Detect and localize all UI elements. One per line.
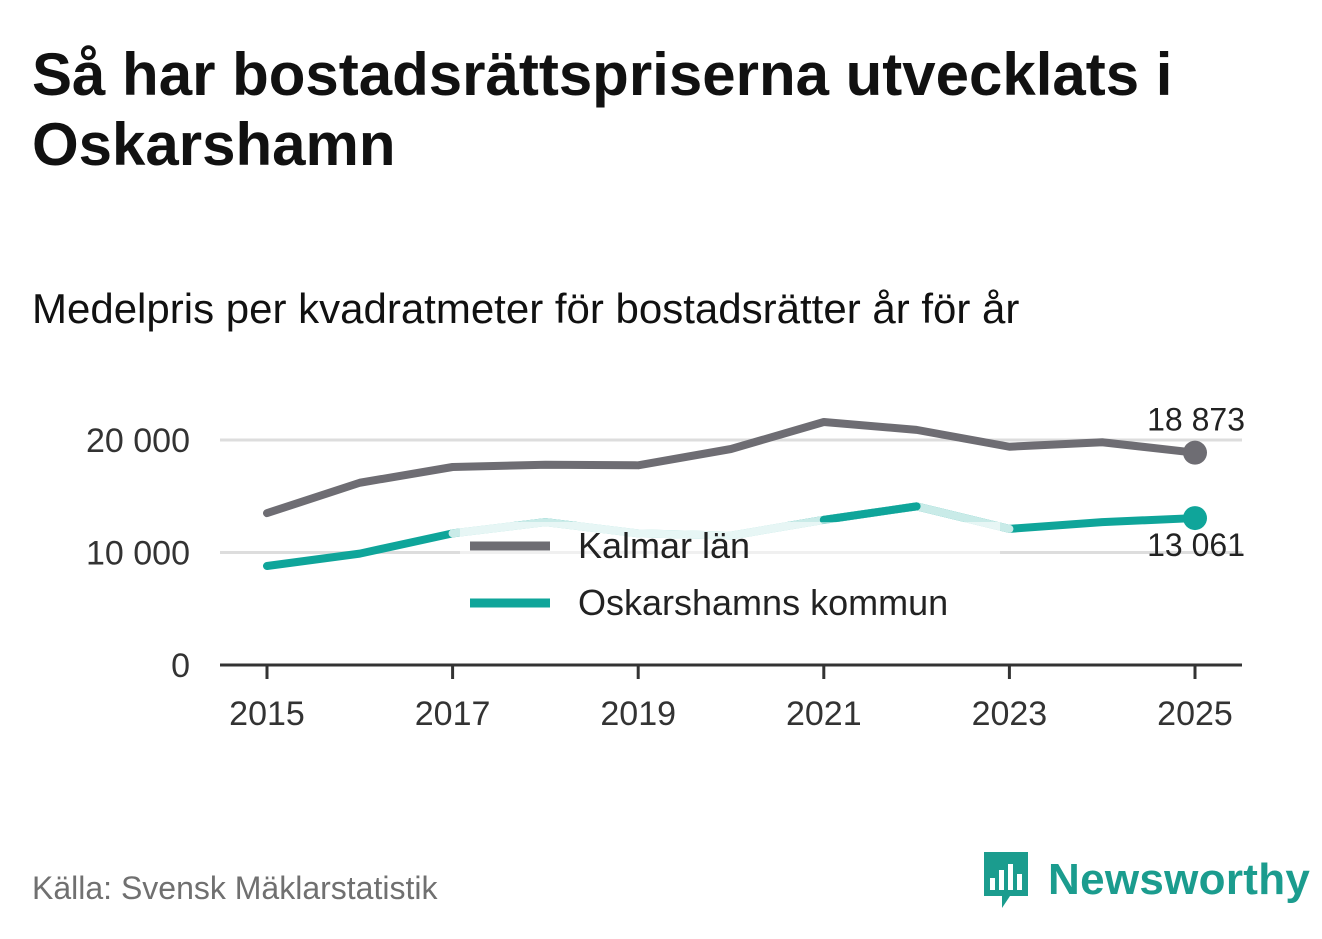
y-tick-label: 0 [171, 647, 190, 685]
newsworthy-logo-icon [984, 852, 1028, 908]
chart-title: Så har bostadsrättspriserna utvecklats i… [32, 41, 1173, 178]
y-tick-label: 10 000 [86, 535, 190, 573]
legend-background [460, 522, 1000, 632]
x-tick-label: 2023 [972, 695, 1048, 733]
x-tick-label: 2025 [1157, 695, 1233, 733]
series-line-oskarshamns-kommun-segment [819, 502, 921, 524]
legend: Kalmar län Oskarshamns kommun [460, 522, 1000, 632]
end-value-label: 13 061 [1147, 527, 1245, 563]
x-tick-label: 2019 [600, 695, 676, 733]
y-tick-label: 20 000 [86, 422, 190, 460]
legend-label: Kalmar län [578, 525, 750, 566]
tick-layer: 0 10 000 20 000 2015 2017 2019 2021 2023 2025 [86, 422, 1233, 733]
x-tick-label: 2015 [229, 695, 305, 733]
x-tick-label: 2021 [786, 695, 862, 733]
end-value-label: 18 873 [1147, 402, 1245, 438]
series-line-kalmar-lan [263, 418, 1199, 518]
legend-label: Oskarshamns kommun [578, 582, 948, 623]
end-point-marker [1183, 506, 1207, 531]
x-tick-label: 2017 [415, 695, 491, 733]
chart-subtitle: Medelpris per kvadratmeter för bostadsrä… [32, 285, 1020, 332]
end-point-marker [1183, 440, 1207, 465]
brand-name: Newsworthy [1048, 855, 1311, 904]
brand-logo[interactable]: Newsworthy [980, 848, 1310, 912]
line-chart: 0 10 000 20 000 2015 2017 2019 2021 2023 2025 Ka… [86, 402, 1245, 733]
end-label-layer: 18 873 13 061 [1147, 402, 1245, 563]
source-note: Källa: Svensk Mäklarstatistik [32, 870, 438, 906]
